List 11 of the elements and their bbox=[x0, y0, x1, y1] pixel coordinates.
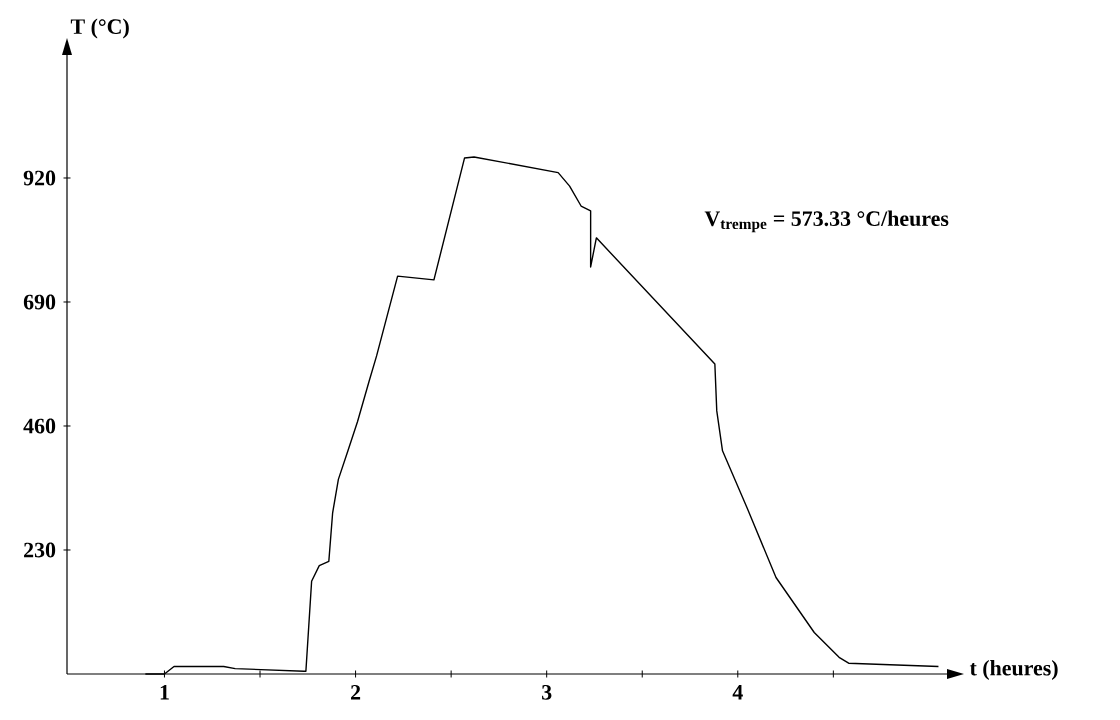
y-tick-label: 230 bbox=[24, 542, 56, 558]
x-axis-title: t (heures) bbox=[969, 660, 1058, 680]
x-tick-label: 1 bbox=[160, 685, 169, 700]
y-tick-label: 690 bbox=[23, 294, 56, 310]
y-axis-title: T (°C) bbox=[70, 18, 129, 39]
x-tick-label: 3 bbox=[542, 685, 552, 700]
y-tick-label: 920 bbox=[23, 170, 56, 186]
x-tick-label: 2 bbox=[351, 685, 361, 700]
y-tick-label: 460 bbox=[23, 418, 56, 434]
x-tick-label: 4 bbox=[732, 685, 743, 700]
annotation: V$_{trempe}$ = 573.33 °C/heures bbox=[704, 210, 949, 233]
